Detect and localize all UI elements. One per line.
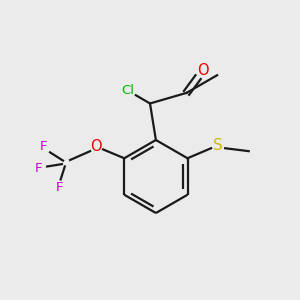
- Text: Cl: Cl: [121, 84, 134, 97]
- Text: O: O: [90, 139, 102, 154]
- Text: O: O: [197, 63, 209, 78]
- Text: S: S: [213, 138, 223, 153]
- Text: F: F: [39, 140, 47, 153]
- Text: F: F: [35, 162, 43, 175]
- Text: F: F: [56, 181, 63, 194]
